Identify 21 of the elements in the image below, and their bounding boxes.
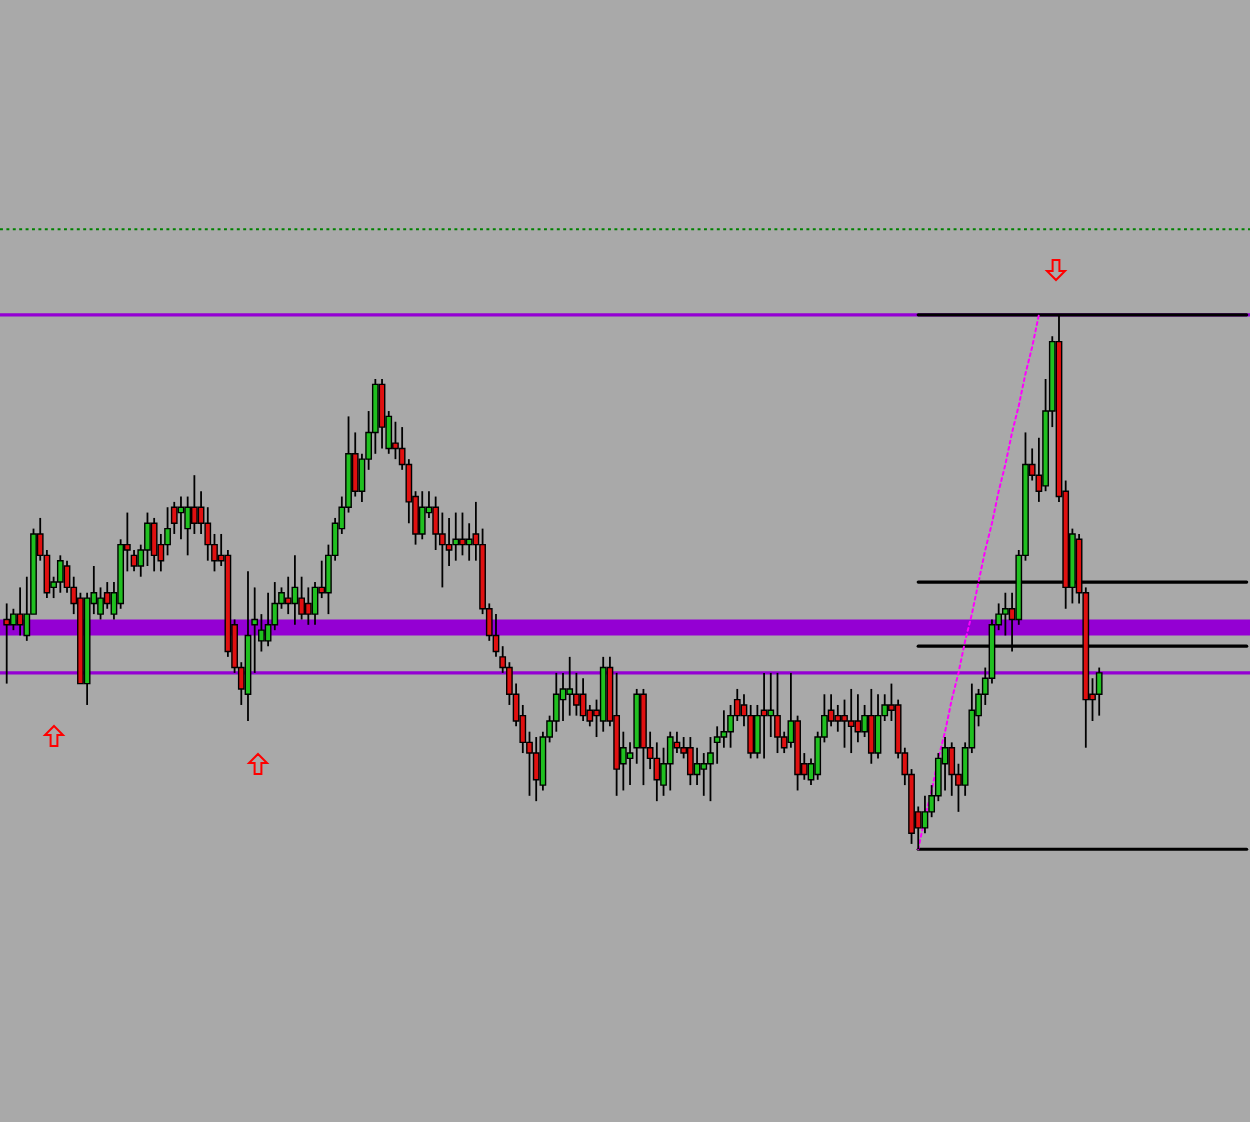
candlestick [666, 730, 674, 792]
candlestick [532, 736, 540, 803]
candlestick [16, 586, 24, 637]
candlestick [834, 704, 842, 733]
candlestick [459, 511, 466, 557]
candlestick [867, 688, 875, 765]
candlestick [847, 688, 855, 754]
candlestick [452, 511, 460, 562]
candlestick [191, 474, 198, 535]
candlestick [418, 490, 426, 541]
candlestick [56, 554, 64, 594]
candlestick [304, 586, 312, 626]
candlestick [1001, 591, 1009, 637]
candlestick [874, 693, 882, 760]
candlestick [566, 655, 574, 717]
candlestick [686, 736, 694, 787]
candlestick [284, 575, 292, 616]
candlestick [1095, 666, 1103, 717]
candlestick [3, 602, 11, 685]
candlestick [150, 517, 158, 573]
candlestick [774, 672, 781, 754]
